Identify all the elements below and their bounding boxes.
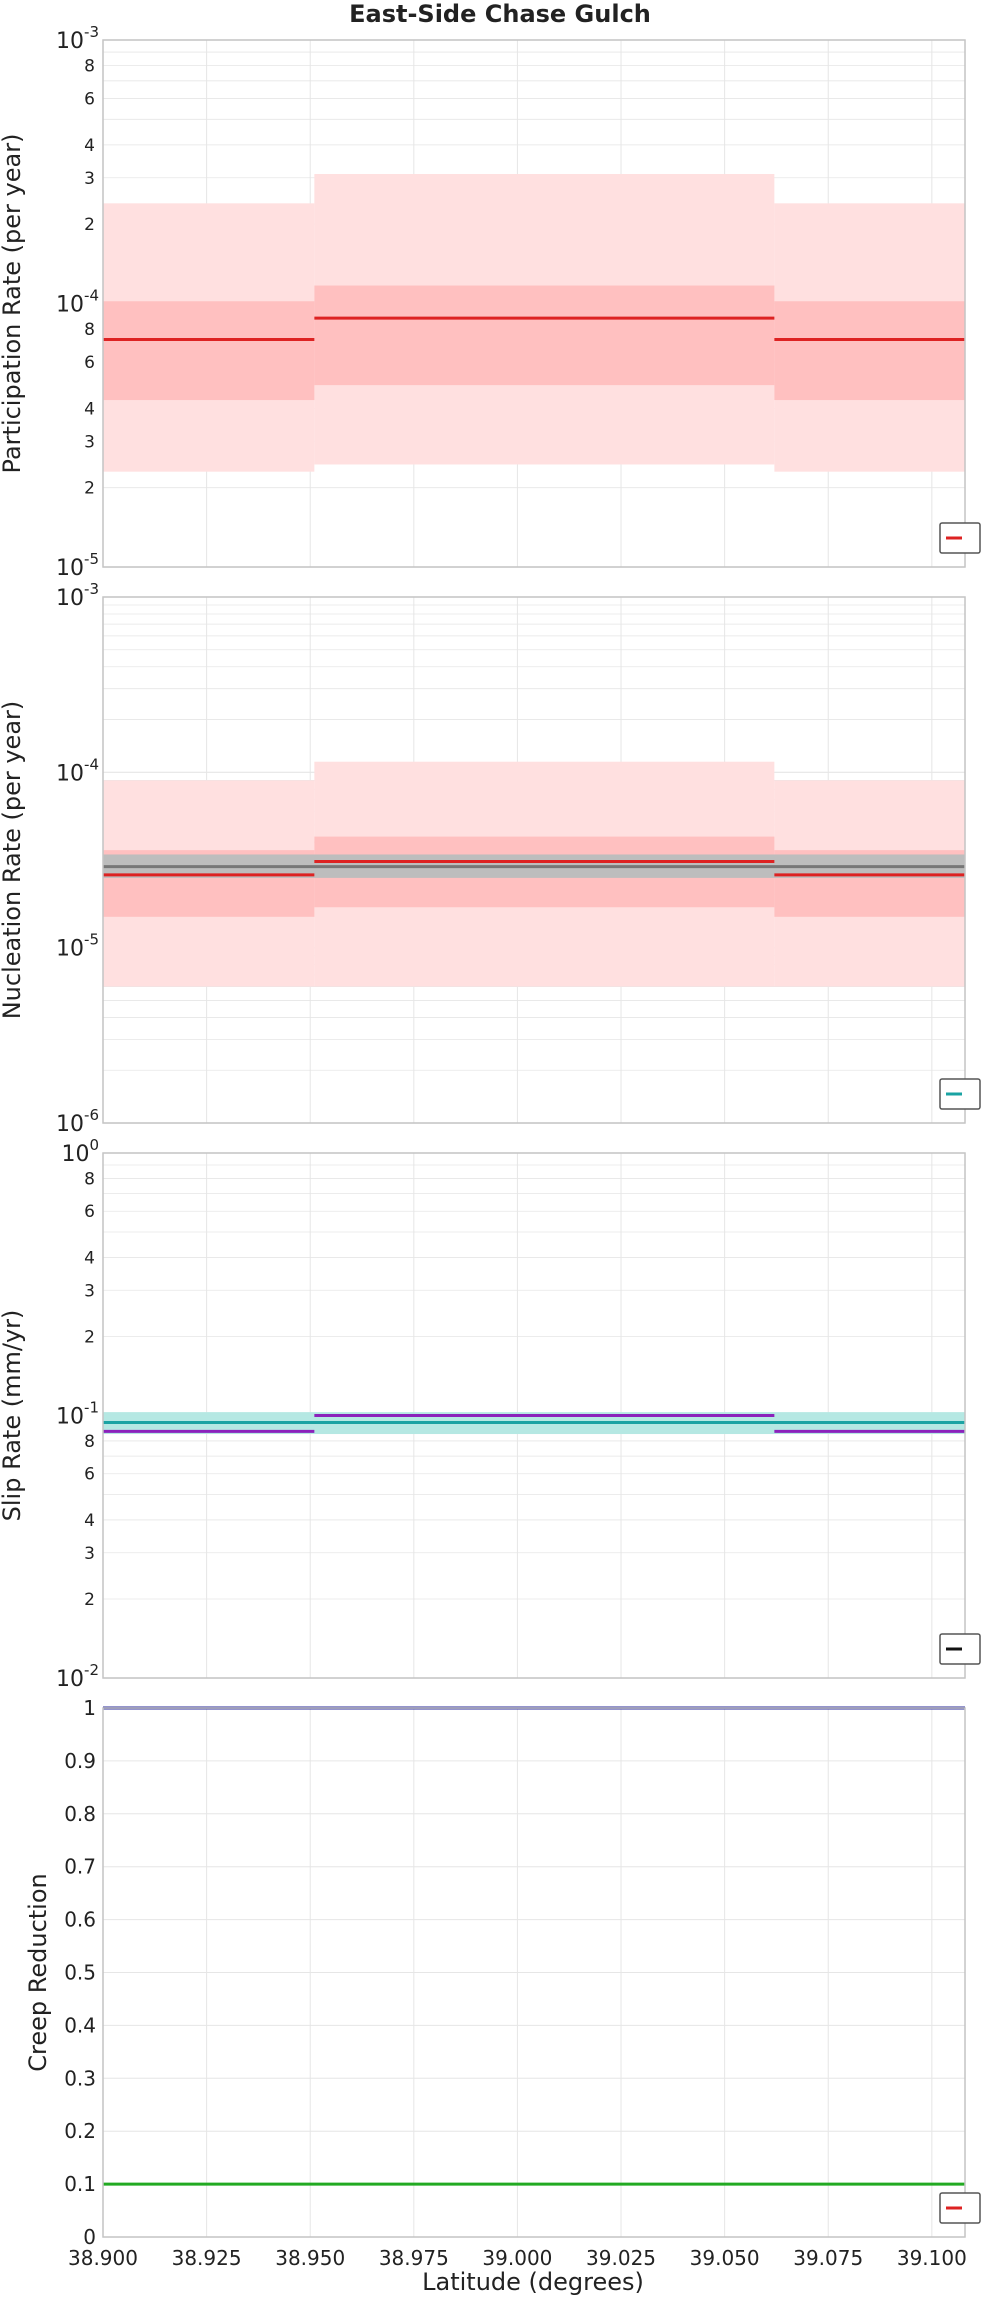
panel-creep	[102, 1706, 981, 2238]
y-minor-tick-label: 3	[84, 169, 95, 189]
x-tick-label: 39.000	[482, 2246, 552, 2270]
x-axis-label: Latitude (degrees)	[422, 2268, 644, 2296]
y-minor-tick-label: 4	[84, 399, 95, 419]
band-participation-1	[774, 301, 965, 401]
y-tick-label: 100	[61, 1136, 99, 1167]
y-minor-tick-label: 3	[84, 1544, 95, 1564]
y-minor-tick-label: 2	[84, 1590, 95, 1610]
y-tick-label: 0.2	[64, 2119, 96, 2143]
y-tick-label: 0.5	[64, 1961, 96, 1985]
x-tick-label: 39.050	[690, 2246, 760, 2270]
y-tick-label: 0.4	[64, 2013, 96, 2037]
chart-title: East-Side Chase Gulch	[349, 0, 651, 28]
plot-frame	[102, 39, 966, 568]
y-tick-label: 10-4	[56, 287, 99, 318]
x-tick-label: 38.950	[275, 2246, 345, 2270]
y-tick-label: 10-4	[56, 755, 99, 786]
y-tick-label: 10-3	[56, 580, 99, 611]
band-participation-1	[103, 301, 315, 401]
plot-frame	[102, 596, 966, 1124]
y-tick-label: 1	[83, 1696, 96, 1720]
y-minor-tick-label: 6	[84, 353, 95, 373]
y-minor-tick-label: 8	[84, 320, 95, 340]
y-tick-label: 0.8	[64, 1802, 96, 1826]
y-tick-label: 10-5	[56, 550, 99, 581]
y-tick-label: 10-6	[56, 1106, 99, 1137]
y-minor-tick-label: 8	[84, 57, 95, 77]
y-tick-label: 0.3	[64, 2066, 96, 2090]
panel-slip	[102, 1152, 981, 1679]
panel-nucleation	[102, 596, 981, 1124]
x-tick-label: 38.925	[172, 2246, 242, 2270]
y-axis-label-nucleation: Nucleation Rate (per year)	[0, 701, 26, 1020]
y-tick-label: 0.1	[64, 2172, 96, 2196]
y-tick-label: 0.9	[64, 1749, 96, 1773]
y-minor-tick-label: 6	[84, 1202, 95, 1222]
y-axis-label-participation: Participation Rate (per year)	[0, 134, 26, 474]
plot-frame	[102, 1152, 966, 1679]
y-minor-tick-label: 4	[84, 1248, 95, 1268]
x-tick-label: 38.900	[68, 2246, 138, 2270]
y-tick-label: 0	[83, 2225, 96, 2249]
y-minor-tick-label: 4	[84, 1511, 95, 1531]
panel-participation	[102, 39, 981, 568]
y-minor-tick-label: 4	[84, 136, 95, 156]
y-minor-tick-label: 3	[84, 432, 95, 452]
y-tick-label: 0.6	[64, 1908, 96, 1932]
y-minor-tick-label: 8	[84, 1432, 95, 1452]
y-axis-label-slip: Slip Rate (mm/yr)	[0, 1310, 26, 1522]
x-tick-label: 38.975	[379, 2246, 449, 2270]
y-tick-label: 10-3	[56, 23, 99, 54]
y-minor-tick-label: 2	[84, 479, 95, 499]
y-minor-tick-label: 6	[84, 89, 95, 109]
y-minor-tick-label: 2	[84, 1327, 95, 1347]
y-minor-tick-label: 8	[84, 1169, 95, 1189]
y-minor-tick-label: 2	[84, 215, 95, 235]
plot-frame	[102, 1707, 966, 2238]
y-minor-tick-label: 6	[84, 1465, 95, 1485]
y-axis-label-creep: Creep Reduction	[24, 1873, 52, 2071]
y-tick-label: 0.7	[64, 1855, 96, 1879]
y-tick-label: 10-1	[56, 1399, 99, 1430]
y-tick-label: 10-2	[56, 1661, 99, 1692]
y-minor-tick-label: 3	[84, 1281, 95, 1301]
x-tick-label: 39.100	[897, 2246, 967, 2270]
x-tick-label: 39.075	[793, 2246, 863, 2270]
x-tick-label: 39.025	[586, 2246, 656, 2270]
band-participation-1	[314, 285, 775, 386]
y-tick-label: 10-5	[56, 931, 99, 962]
